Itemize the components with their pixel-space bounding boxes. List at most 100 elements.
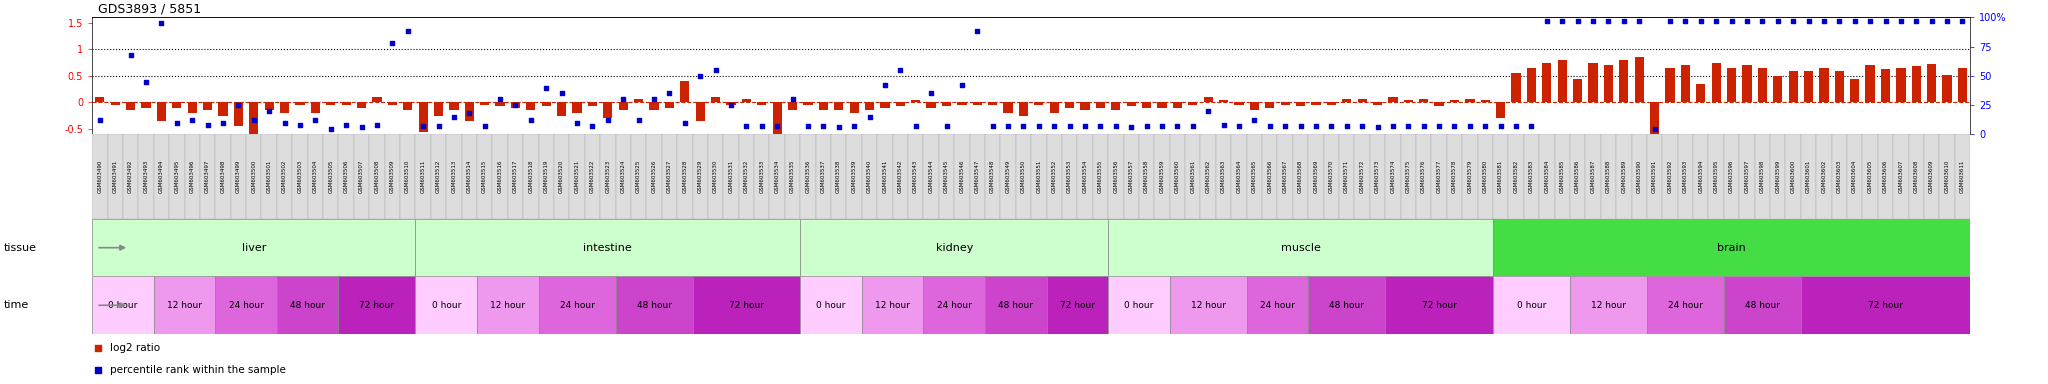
FancyBboxPatch shape xyxy=(1477,134,1493,219)
Point xyxy=(1700,18,1733,24)
Bar xyxy=(342,103,350,105)
FancyBboxPatch shape xyxy=(1186,134,1200,219)
Point xyxy=(1331,123,1364,129)
FancyBboxPatch shape xyxy=(1354,134,1370,219)
Text: 24 hour: 24 hour xyxy=(936,301,971,310)
Bar xyxy=(1309,276,1384,334)
FancyBboxPatch shape xyxy=(354,134,369,219)
Bar xyxy=(416,276,477,334)
Bar xyxy=(1219,100,1229,103)
Bar xyxy=(403,103,412,111)
Text: 12 hour: 12 hour xyxy=(874,301,909,310)
FancyBboxPatch shape xyxy=(1231,134,1247,219)
Text: 48 hour: 48 hour xyxy=(1745,301,1780,310)
Point xyxy=(915,90,948,96)
Text: 48 hour: 48 hour xyxy=(637,301,672,310)
FancyBboxPatch shape xyxy=(1493,134,1509,219)
Bar xyxy=(477,276,539,334)
Text: GSM603552: GSM603552 xyxy=(1053,160,1057,193)
Text: GSM603496: GSM603496 xyxy=(190,160,195,193)
Text: 0 hour: 0 hour xyxy=(109,301,137,310)
Bar xyxy=(1004,103,1012,113)
Text: 72 hour: 72 hour xyxy=(1868,301,1903,310)
Point xyxy=(637,96,670,103)
Text: GSM603576: GSM603576 xyxy=(1421,160,1425,193)
FancyBboxPatch shape xyxy=(831,134,846,219)
Text: GSM603527: GSM603527 xyxy=(668,160,672,193)
Text: GSM603569: GSM603569 xyxy=(1313,160,1319,193)
Text: GSM603547: GSM603547 xyxy=(975,160,979,193)
Bar xyxy=(387,103,397,105)
Text: GSM603609: GSM603609 xyxy=(1929,160,1933,193)
FancyBboxPatch shape xyxy=(739,134,754,219)
Point xyxy=(606,96,639,103)
Text: GSM603555: GSM603555 xyxy=(1098,160,1104,193)
Bar xyxy=(526,103,535,111)
Text: GSM603497: GSM603497 xyxy=(205,160,211,193)
FancyBboxPatch shape xyxy=(338,134,354,219)
Point xyxy=(438,114,471,120)
Bar xyxy=(803,103,813,105)
FancyBboxPatch shape xyxy=(522,134,539,219)
FancyBboxPatch shape xyxy=(324,134,338,219)
Point xyxy=(1284,123,1317,129)
FancyBboxPatch shape xyxy=(754,134,770,219)
Text: GSM603550: GSM603550 xyxy=(1022,160,1026,193)
Bar xyxy=(1126,103,1137,106)
Bar xyxy=(172,103,182,108)
Bar xyxy=(985,276,1047,334)
FancyBboxPatch shape xyxy=(399,134,416,219)
Bar xyxy=(1450,100,1458,103)
FancyBboxPatch shape xyxy=(215,134,231,219)
FancyBboxPatch shape xyxy=(1124,134,1139,219)
FancyBboxPatch shape xyxy=(723,134,739,219)
Text: GSM603564: GSM603564 xyxy=(1237,160,1241,193)
Bar xyxy=(1880,70,1890,103)
Point xyxy=(684,73,717,79)
Bar xyxy=(215,276,276,334)
Text: GSM603583: GSM603583 xyxy=(1530,160,1534,193)
Point xyxy=(1591,18,1624,24)
Point xyxy=(698,67,731,73)
FancyBboxPatch shape xyxy=(907,134,924,219)
Bar xyxy=(1511,73,1522,103)
FancyBboxPatch shape xyxy=(1401,134,1415,219)
Bar xyxy=(850,103,858,113)
Bar xyxy=(1188,103,1198,105)
FancyBboxPatch shape xyxy=(1108,134,1124,219)
Text: 24 hour: 24 hour xyxy=(1260,301,1294,310)
Text: GSM603584: GSM603584 xyxy=(1544,160,1550,193)
Point xyxy=(1022,123,1055,129)
Bar xyxy=(1018,103,1028,116)
FancyBboxPatch shape xyxy=(1063,134,1077,219)
Text: GSM603516: GSM603516 xyxy=(498,160,502,193)
Point xyxy=(82,367,115,373)
Text: GSM603591: GSM603591 xyxy=(1653,160,1657,193)
Text: GSM603586: GSM603586 xyxy=(1575,160,1581,193)
FancyBboxPatch shape xyxy=(1755,134,1769,219)
Point xyxy=(1839,18,1872,24)
Text: GSM603593: GSM603593 xyxy=(1683,160,1688,193)
Point xyxy=(1038,123,1071,129)
Bar xyxy=(311,103,319,113)
Point xyxy=(1884,18,1917,24)
Bar xyxy=(1358,99,1366,103)
Text: GSM603600: GSM603600 xyxy=(1790,160,1796,193)
Text: GSM603560: GSM603560 xyxy=(1176,160,1180,193)
FancyBboxPatch shape xyxy=(369,134,385,219)
Point xyxy=(115,52,147,58)
Point xyxy=(1376,123,1409,129)
Point xyxy=(84,117,117,123)
Bar xyxy=(1065,103,1075,108)
Bar xyxy=(1571,276,1647,334)
Bar xyxy=(1788,71,1798,103)
Point xyxy=(500,102,532,108)
Point xyxy=(946,82,979,88)
FancyBboxPatch shape xyxy=(430,134,446,219)
Point xyxy=(961,28,993,35)
Text: GSM603490: GSM603490 xyxy=(98,160,102,193)
Text: GSM603595: GSM603595 xyxy=(1714,160,1718,193)
FancyBboxPatch shape xyxy=(1831,134,1847,219)
Text: GSM603572: GSM603572 xyxy=(1360,160,1364,193)
Bar xyxy=(141,103,152,108)
